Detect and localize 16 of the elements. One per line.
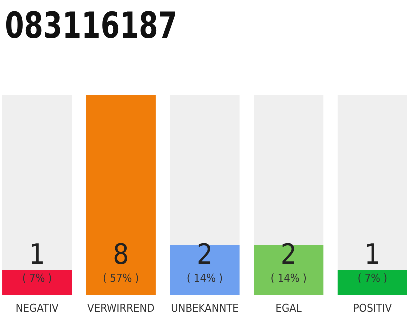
- x-tick-label: POSITIV: [353, 302, 392, 315]
- x-tick-label: VERWIRREND: [88, 302, 156, 315]
- x-tick-label: UNBEKANNTE: [171, 302, 239, 315]
- annotation: ( 7% ): [22, 272, 52, 285]
- x-tick-label: NEGATIV: [16, 302, 60, 315]
- chart-title: 083116187: [5, 4, 178, 47]
- data-label: 2: [280, 238, 297, 271]
- data-label: 1: [29, 238, 46, 271]
- data-label: 8: [113, 238, 130, 271]
- annotation: ( 14% ): [270, 272, 307, 285]
- annotation: ( 14% ): [186, 272, 224, 285]
- data-label: 2: [196, 238, 214, 271]
- annotation: ( 57% ): [103, 272, 140, 285]
- annotation: ( 7% ): [358, 272, 388, 285]
- x-tick-label: EGAL: [276, 302, 302, 315]
- data-label: 1: [364, 238, 381, 271]
